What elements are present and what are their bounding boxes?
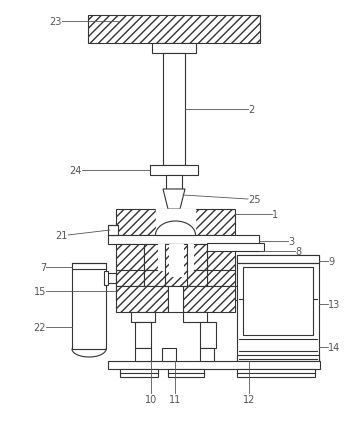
Bar <box>169 244 183 276</box>
Bar <box>116 286 264 300</box>
Text: 11: 11 <box>169 394 181 404</box>
Text: 24: 24 <box>70 166 82 175</box>
Bar <box>88 16 260 44</box>
Text: 10: 10 <box>145 394 157 404</box>
Bar <box>120 369 158 377</box>
Bar <box>104 271 108 286</box>
Bar <box>183 286 235 312</box>
Text: 3: 3 <box>288 237 294 246</box>
Bar <box>168 286 183 312</box>
Bar <box>116 270 144 286</box>
Bar <box>108 225 118 236</box>
Text: 8: 8 <box>295 246 301 256</box>
Bar <box>168 209 183 236</box>
Bar <box>116 244 144 286</box>
Bar <box>237 255 319 361</box>
Bar <box>152 44 196 54</box>
Bar <box>144 270 207 286</box>
Bar <box>165 244 187 286</box>
Bar <box>135 322 151 348</box>
Bar <box>200 322 216 348</box>
Text: 21: 21 <box>56 230 68 240</box>
Bar <box>237 369 315 377</box>
Text: 13: 13 <box>328 299 340 309</box>
Text: 25: 25 <box>248 194 261 205</box>
Bar <box>135 348 151 361</box>
Bar <box>162 348 176 361</box>
Bar <box>183 312 207 322</box>
Bar <box>166 175 182 190</box>
Bar <box>183 209 235 236</box>
Bar <box>163 54 185 166</box>
Text: 14: 14 <box>328 342 340 352</box>
Text: 12: 12 <box>243 394 255 404</box>
Bar <box>168 369 204 377</box>
Bar <box>131 312 155 322</box>
Bar <box>150 166 198 175</box>
Bar <box>207 244 235 286</box>
Bar <box>207 243 264 252</box>
Text: 15: 15 <box>34 286 46 296</box>
Bar <box>108 361 320 369</box>
Text: 7: 7 <box>40 262 46 272</box>
Text: 1: 1 <box>272 209 278 219</box>
Bar <box>144 244 207 270</box>
Bar <box>237 355 319 361</box>
Bar <box>207 270 235 286</box>
Polygon shape <box>163 190 185 209</box>
Bar <box>200 348 214 361</box>
Bar <box>158 244 193 270</box>
Bar <box>116 209 168 236</box>
Bar <box>108 236 259 244</box>
Text: 22: 22 <box>34 322 46 332</box>
Text: 2: 2 <box>248 105 254 115</box>
Bar <box>72 264 106 349</box>
Text: 9: 9 <box>328 256 334 266</box>
Bar <box>237 255 319 264</box>
Text: 23: 23 <box>50 17 62 27</box>
Bar <box>116 286 168 312</box>
Bar <box>243 267 313 335</box>
